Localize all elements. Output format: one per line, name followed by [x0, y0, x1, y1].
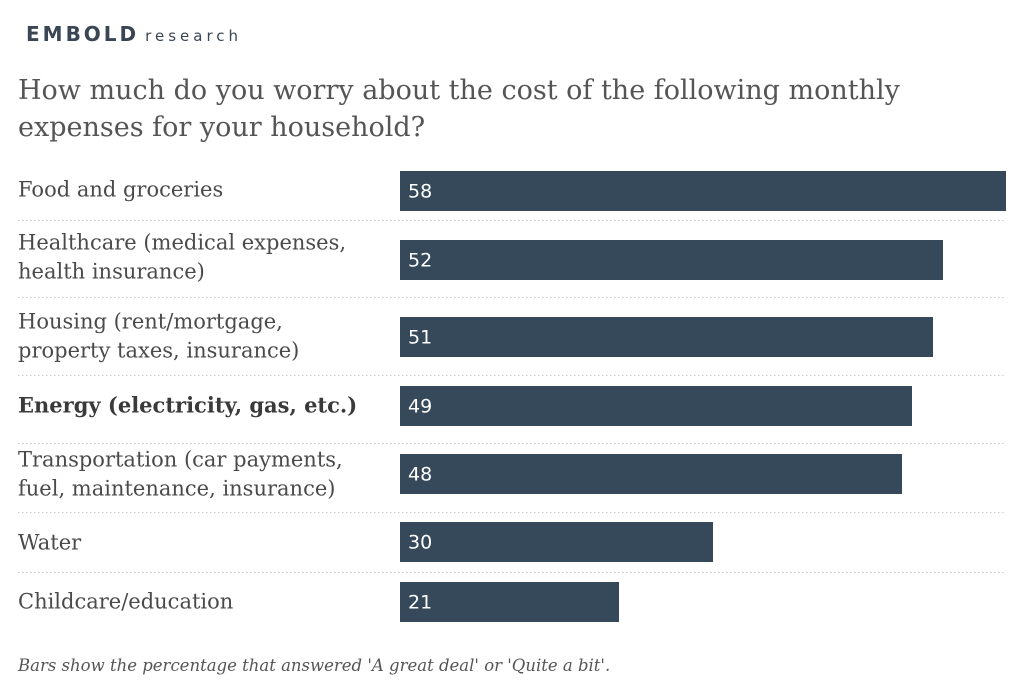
- bar: [400, 454, 902, 494]
- category-label: fuel, maintenance, insurance): [18, 477, 335, 501]
- chart-title: How much do you worry about the cost of …: [18, 75, 900, 143]
- bar: [400, 386, 912, 426]
- brand-name: EMBOLD: [26, 22, 140, 46]
- bar-value-label: 51: [408, 327, 432, 349]
- bar-value-label: 30: [408, 532, 432, 554]
- bar: [400, 240, 943, 280]
- bar-value-label: 49: [408, 396, 432, 418]
- bar-value-label: 52: [408, 250, 432, 272]
- category-label: property taxes, insurance): [18, 339, 299, 363]
- category-label: Water: [18, 531, 82, 555]
- bar-value-label: 21: [408, 592, 432, 614]
- brand-suffix: research: [145, 27, 243, 45]
- category-label: Food and groceries: [18, 178, 223, 202]
- category-label: Transportation (car payments,: [18, 448, 343, 472]
- category-label: health insurance): [18, 260, 205, 284]
- brand-logo: EMBOLD research: [26, 22, 242, 46]
- chart-footnote: Bars show the percentage that answered '…: [18, 656, 611, 675]
- bar: [400, 171, 1006, 211]
- bar: [400, 317, 933, 357]
- category-label: Housing (rent/mortgage,: [18, 310, 283, 334]
- bar-value-label: 48: [408, 464, 432, 486]
- category-label: Energy (electricity, gas, etc.): [18, 393, 357, 418]
- category-label: Healthcare (medical expenses,: [18, 231, 346, 255]
- bar: [400, 582, 619, 622]
- bar-value-label: 58: [408, 181, 432, 203]
- category-label: Childcare/education: [18, 590, 233, 614]
- bar: [400, 522, 713, 562]
